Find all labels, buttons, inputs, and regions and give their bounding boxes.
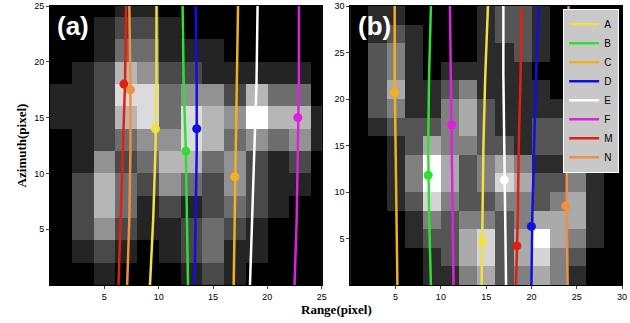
svg-text:C: C <box>604 57 611 68</box>
svg-text:Range(pixel): Range(pixel) <box>301 302 372 317</box>
svg-text:15: 15 <box>334 141 344 151</box>
svg-text:25: 25 <box>572 292 582 302</box>
svg-text:5: 5 <box>39 224 44 234</box>
svg-text:25: 25 <box>34 1 44 11</box>
svg-text:10: 10 <box>436 292 446 302</box>
svg-text:E: E <box>604 95 611 106</box>
svg-text:(b): (b) <box>358 11 391 41</box>
svg-text:F: F <box>604 114 610 125</box>
svg-text:N: N <box>604 152 611 163</box>
svg-text:M: M <box>604 133 612 144</box>
svg-text:10: 10 <box>334 187 344 197</box>
svg-text:30: 30 <box>334 1 344 11</box>
svg-text:20: 20 <box>262 292 272 302</box>
svg-text:15: 15 <box>34 113 44 123</box>
svg-text:20: 20 <box>526 292 536 302</box>
svg-text:20: 20 <box>334 94 344 104</box>
svg-text:10: 10 <box>154 292 164 302</box>
svg-text:25: 25 <box>317 292 327 302</box>
svg-text:15: 15 <box>481 292 491 302</box>
svg-text:5: 5 <box>393 292 398 302</box>
svg-text:10: 10 <box>34 169 44 179</box>
svg-text:20: 20 <box>34 57 44 67</box>
svg-text:30: 30 <box>617 292 627 302</box>
svg-text:5: 5 <box>339 234 344 244</box>
svg-text:5: 5 <box>102 292 107 302</box>
svg-text:B: B <box>604 38 611 49</box>
svg-text:25: 25 <box>334 48 344 58</box>
svg-text:15: 15 <box>208 292 218 302</box>
svg-text:A: A <box>604 19 611 30</box>
svg-text:Azimuth(pixel): Azimuth(pixel) <box>14 104 29 188</box>
svg-text:D: D <box>604 76 611 87</box>
svg-text:(a): (a) <box>57 11 89 41</box>
